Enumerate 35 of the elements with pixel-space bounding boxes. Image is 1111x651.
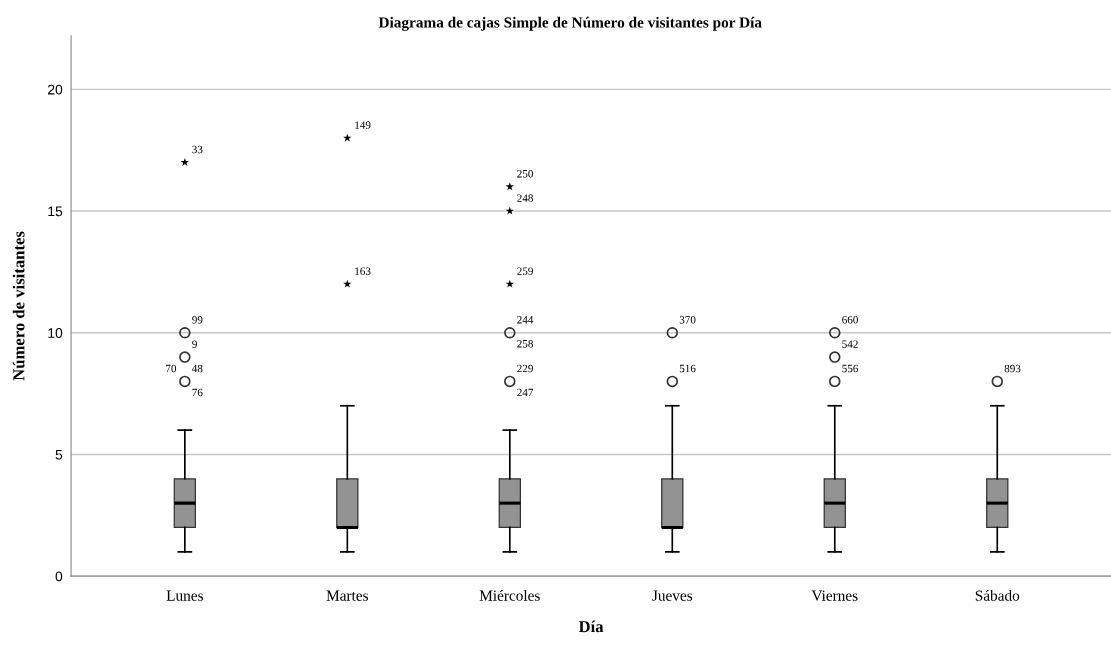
annotation: 542 — [842, 340, 858, 348]
annotation: 163 — [355, 267, 371, 275]
annotation: 76 — [192, 388, 203, 397]
annotation: 660 — [842, 316, 858, 324]
annotation: 248 — [517, 194, 533, 202]
y-tick-label: 20 — [48, 84, 63, 95]
x-tick-label: Sábado — [975, 590, 1020, 601]
annotation: 259 — [517, 267, 533, 275]
x-tick-label: Lunes — [166, 590, 203, 601]
x-axis-title: Día — [578, 620, 604, 633]
y-axis-title: Número de visitantes — [12, 231, 25, 381]
annotation: 247 — [517, 388, 534, 397]
y-tick-label: 0 — [55, 571, 63, 582]
x-tick-label: Miércoles — [479, 590, 540, 601]
y-tick-label: 10 — [48, 328, 63, 338]
annotation: 370 — [679, 316, 696, 324]
annotation: 229 — [517, 364, 533, 373]
annotation: 33 — [192, 145, 203, 154]
y-tick-label: 5 — [55, 449, 63, 460]
annotation: 250 — [517, 170, 533, 178]
y-tick-label: 15 — [48, 206, 63, 217]
annotation: 99 — [192, 316, 203, 324]
x-tick-label: Jueves — [652, 590, 693, 601]
annotation: 70 — [166, 364, 177, 373]
annotation: 149 — [355, 121, 371, 129]
annotation: 48 — [192, 364, 203, 373]
annotation: 9 — [192, 340, 197, 348]
annotation: 516 — [679, 364, 696, 373]
annotation: 556 — [842, 364, 859, 373]
annotation: 244 — [517, 316, 534, 324]
annotation: 258 — [517, 340, 533, 348]
x-tick-label: Martes — [326, 590, 368, 601]
x-tick-label: Viernes — [811, 590, 858, 601]
chart-title: Diagrama de cajas Simple de Número de visitantes por Día — [378, 16, 762, 31]
annotation: 893 — [1004, 364, 1021, 373]
